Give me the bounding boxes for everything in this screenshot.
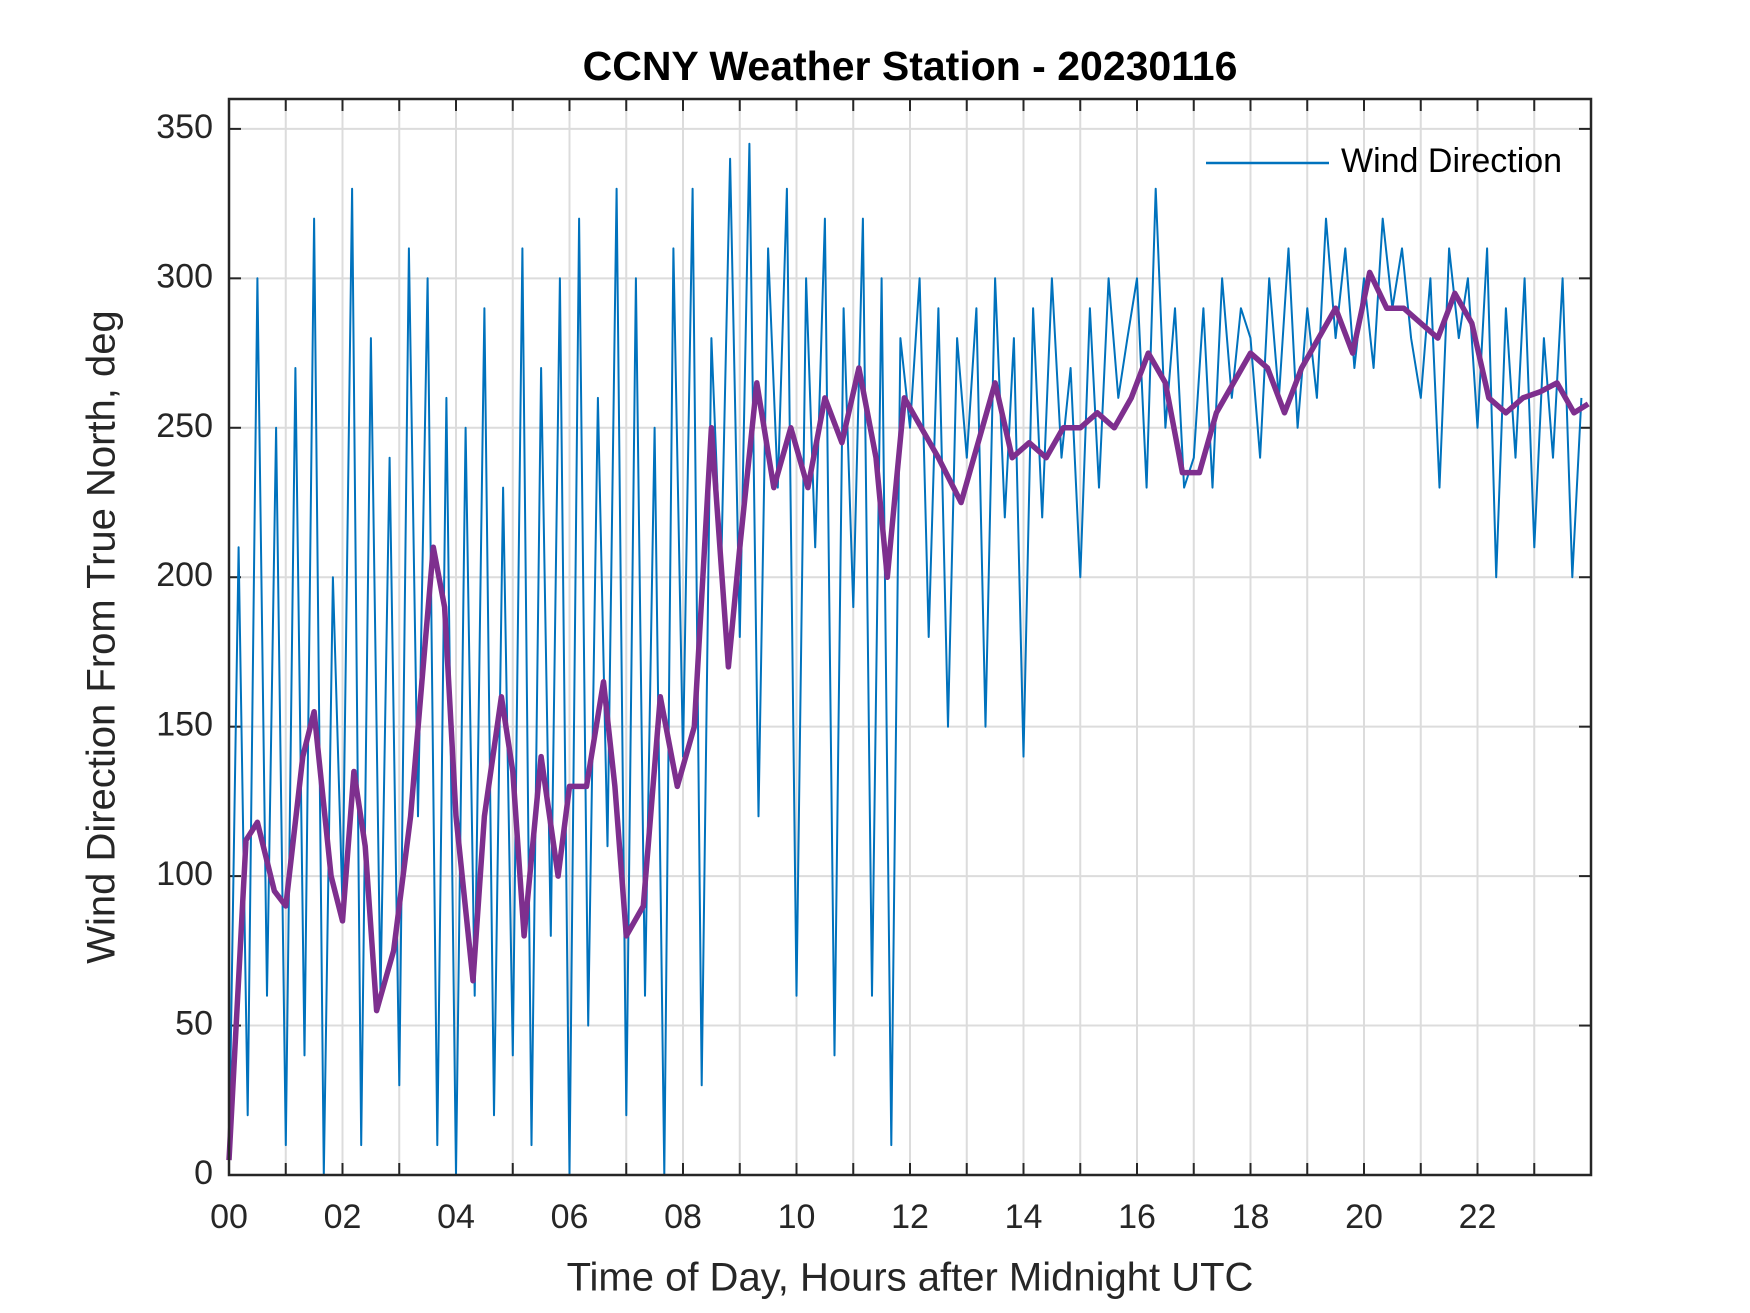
y-tick-label: 150 [156, 706, 213, 744]
y-tick-label: 0 [194, 1154, 213, 1192]
y-tick-label: 250 [156, 407, 213, 445]
x-tick-label: 10 [778, 1198, 816, 1236]
legend-label: Wind Direction [1341, 142, 1562, 180]
chart-title: CCNY Weather Station - 20230116 [583, 43, 1238, 89]
x-tick-label: 22 [1459, 1198, 1497, 1236]
y-axis-label: Wind Direction From True North, deg [80, 310, 124, 964]
x-tick-label: 04 [437, 1198, 475, 1236]
x-tick-label: 18 [1232, 1198, 1270, 1236]
x-tick-label: 20 [1345, 1198, 1383, 1236]
x-axis-label: Time of Day, Hours after Midnight UTC [567, 1256, 1254, 1300]
y-tick-label: 350 [156, 108, 213, 146]
x-tick-label: 06 [551, 1198, 589, 1236]
x-tick-label: 16 [1118, 1198, 1156, 1236]
y-tick-label: 100 [156, 855, 213, 893]
x-tick-label: 00 [210, 1198, 248, 1236]
y-tick-label: 300 [156, 257, 213, 295]
x-tick-label: 12 [891, 1198, 929, 1236]
y-tick-label: 200 [156, 556, 213, 594]
series-line [226, 269, 1590, 1161]
x-tick-label: 08 [664, 1198, 702, 1236]
x-tick-label: 02 [324, 1198, 362, 1236]
plot-frame [227, 97, 1593, 1177]
x-tick-label: 14 [1005, 1198, 1043, 1236]
y-tick-label: 50 [175, 1005, 213, 1043]
series-line [228, 142, 1583, 1176]
